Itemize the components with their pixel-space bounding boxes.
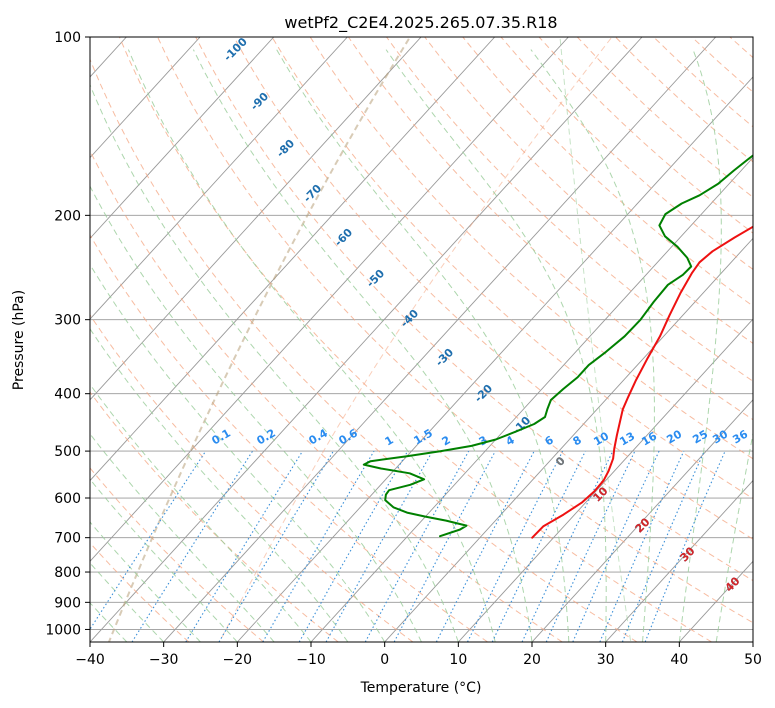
x-tick-label: −40 bbox=[75, 652, 105, 668]
sounding-profiles bbox=[362, 154, 753, 539]
moist-adiabat-line bbox=[276, 49, 570, 642]
y-tick-label: 600 bbox=[54, 491, 81, 507]
y-tick-label: 300 bbox=[54, 313, 81, 329]
dry-adiabat-line bbox=[386, 37, 753, 382]
mixing-ratio-lines bbox=[90, 450, 726, 642]
dry-adiabat-line bbox=[157, 37, 753, 624]
sounding-line bbox=[531, 225, 753, 539]
mixing-ratio-line bbox=[393, 450, 496, 642]
isotherm-line bbox=[90, 37, 422, 401]
dry-adiabat-line bbox=[90, 467, 264, 642]
y-tick-label: 800 bbox=[54, 565, 81, 581]
y-tick-label: 500 bbox=[54, 444, 81, 460]
moist-adiabat-line bbox=[530, 49, 655, 642]
x-axis-ticks: −40 −30 −20 −10 0 10 20 30 40 50 bbox=[75, 642, 762, 668]
dry-adiabat-line bbox=[90, 149, 563, 642]
moist-adiabat-line bbox=[90, 263, 386, 642]
x-tick-label: 50 bbox=[744, 652, 762, 668]
mixing-ratio-line bbox=[644, 450, 726, 642]
mixing-ratio-line bbox=[572, 450, 660, 642]
isotherm-line bbox=[90, 37, 201, 159]
moist-adiabat-line bbox=[90, 83, 459, 642]
isotherm-line bbox=[531, 399, 753, 642]
moist-adiabat-line bbox=[90, 327, 349, 642]
dry-adiabats bbox=[90, 37, 753, 642]
mixing-ratio-line bbox=[621, 450, 705, 642]
isotherm-lines bbox=[90, 37, 753, 642]
x-tick-label: 20 bbox=[523, 652, 541, 668]
moist-adiabat-line bbox=[678, 49, 722, 642]
x-tick-label: 30 bbox=[597, 652, 615, 668]
isotherm-line bbox=[237, 76, 753, 642]
y-tick-label: 200 bbox=[54, 208, 81, 224]
isotherm-line bbox=[90, 37, 643, 642]
moist-adiabats bbox=[90, 49, 753, 642]
chart-title: wetPf2_C2E4.2025.265.07.35.R18 bbox=[284, 13, 557, 33]
x-tick-label: −10 bbox=[296, 652, 326, 668]
dry-adiabat-line bbox=[90, 234, 488, 642]
sounding-line bbox=[362, 154, 753, 538]
plot-frame bbox=[89, 36, 754, 643]
curved-guide-line bbox=[559, 37, 632, 642]
isotherm-line bbox=[90, 37, 496, 482]
x-tick-label: −20 bbox=[223, 652, 253, 668]
moist-adiabat-line bbox=[192, 49, 533, 642]
isotherm-line bbox=[90, 37, 569, 562]
x-axis-label: Temperature (°C) bbox=[360, 680, 482, 696]
curved-guide-line bbox=[107, 37, 411, 642]
y-tick-label: 1000 bbox=[45, 622, 81, 638]
dry-adiabat-line bbox=[233, 37, 753, 540]
mixing-ratio-line bbox=[325, 450, 433, 642]
isobar-grid bbox=[90, 37, 753, 630]
isotherm-line bbox=[90, 37, 348, 320]
y-tick-label: 900 bbox=[54, 595, 81, 611]
mixing-ratio-line bbox=[185, 450, 304, 642]
isotherm-line bbox=[90, 37, 275, 240]
x-tick-label: 40 bbox=[670, 652, 688, 668]
dry-adiabat-line bbox=[90, 542, 190, 642]
mixing-ratio-line bbox=[467, 450, 564, 642]
curved-guide-line bbox=[218, 37, 613, 642]
moist-adiabat-line bbox=[90, 185, 422, 642]
isotherm-line bbox=[605, 479, 753, 642]
y-tick-label: 400 bbox=[54, 387, 81, 403]
y-tick-label: 100 bbox=[54, 30, 81, 46]
dry-adiabat-line bbox=[347, 37, 753, 421]
mixing-ratio-line bbox=[599, 450, 685, 642]
x-tick-label: −30 bbox=[149, 652, 179, 668]
isotherm-line bbox=[163, 37, 717, 642]
x-tick-label: 0 bbox=[380, 652, 389, 668]
y-axis-label: Pressure (hPa) bbox=[11, 290, 27, 390]
moist-adiabat-line bbox=[90, 383, 312, 642]
mixing-ratio-line bbox=[90, 450, 207, 631]
mixing-ratio-line bbox=[364, 450, 470, 642]
dry-adiabat-line bbox=[309, 37, 753, 460]
moist-adiabat-line bbox=[385, 49, 607, 642]
dry-adiabat-line bbox=[118, 37, 712, 642]
mixing-ratio-line bbox=[131, 450, 254, 642]
x-tick-label: 10 bbox=[449, 652, 467, 668]
moist-adiabat-line bbox=[715, 430, 753, 642]
dry-adiabat-line bbox=[271, 37, 753, 500]
dry-adiabat-line bbox=[90, 58, 638, 642]
moist-adiabat-line bbox=[127, 49, 496, 642]
y-axis-ticks: 100 200 300 400 500 600 700 800 900 1000 bbox=[45, 30, 90, 638]
isotherm-line bbox=[384, 237, 753, 642]
y-tick-label: 700 bbox=[54, 531, 81, 547]
isotherm-line bbox=[458, 318, 753, 642]
